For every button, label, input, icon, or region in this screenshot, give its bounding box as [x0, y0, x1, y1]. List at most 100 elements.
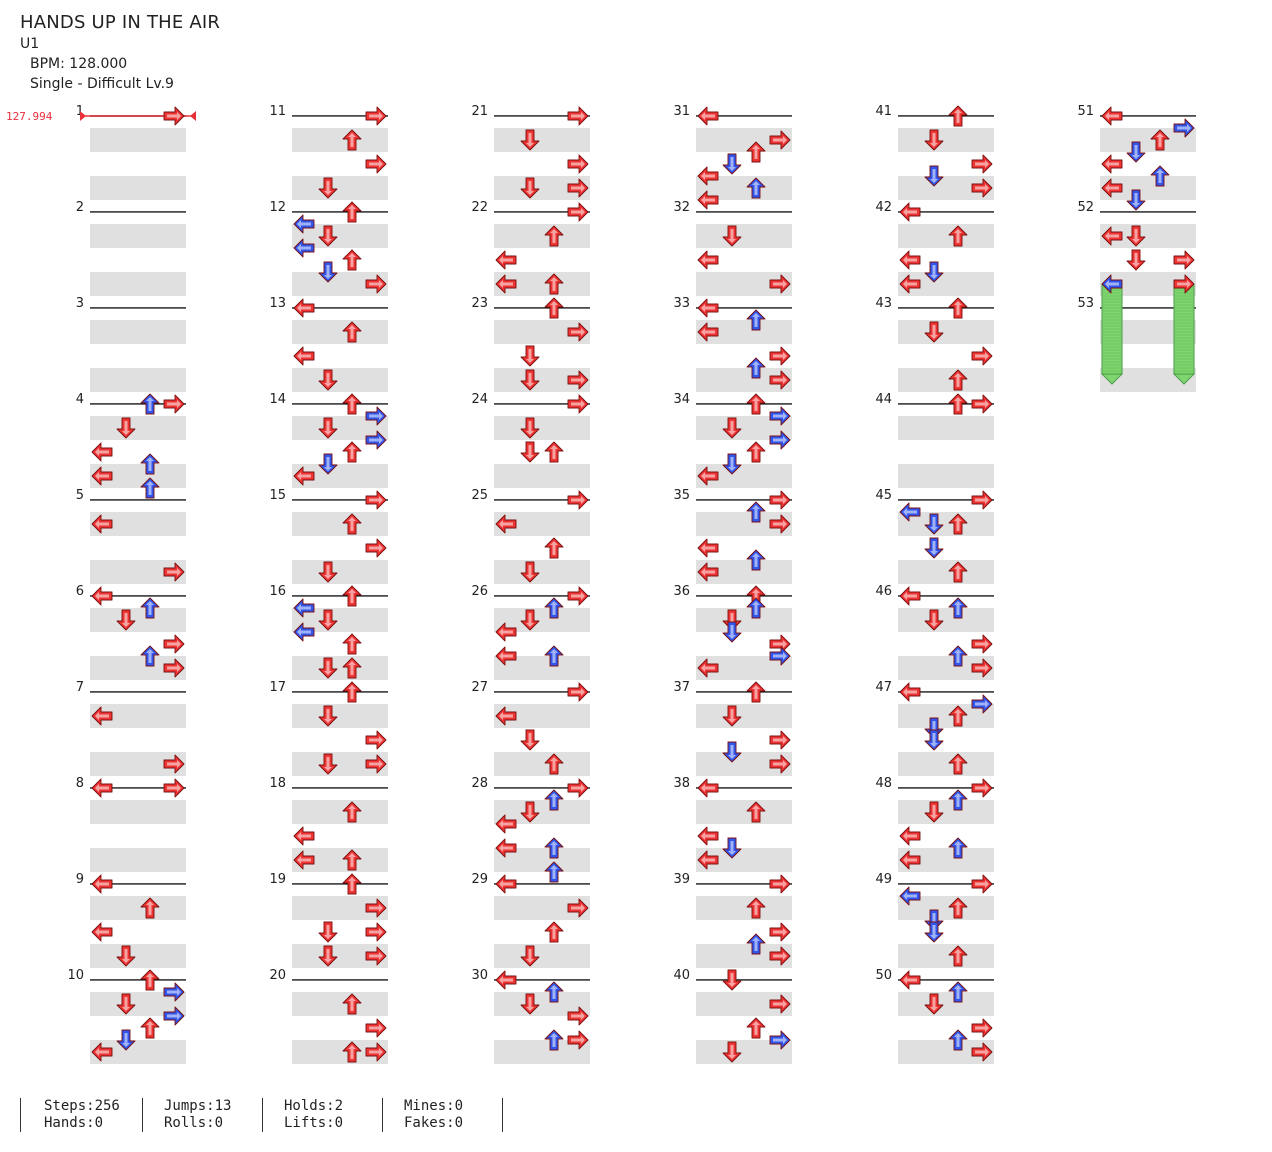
arrow-note-left [899, 850, 921, 870]
arrow-note-right [971, 634, 993, 654]
arrow-note-right [769, 946, 791, 966]
beat-stripe [696, 608, 792, 632]
arrow-note-down [924, 537, 944, 559]
beat-stripe [292, 992, 388, 1016]
arrow-note-right [971, 394, 993, 414]
arrow-note-up [948, 369, 968, 391]
arrow-note-down [116, 993, 136, 1015]
beat-stripe [898, 992, 994, 1016]
measure-number: 3 [76, 296, 84, 311]
beat-stripe [292, 320, 388, 344]
measure-number: 14 [269, 392, 286, 407]
measure-number: 42 [875, 200, 892, 215]
measure-number: 53 [1077, 296, 1094, 311]
arrow-note-up [948, 225, 968, 247]
arrow-note-down [924, 321, 944, 343]
bpm-change-marker [190, 111, 196, 121]
arrow-note-right [769, 346, 791, 366]
beat-stripe [292, 512, 388, 536]
measure-number: 33 [673, 296, 690, 311]
arrow-note-right [769, 1030, 791, 1050]
arrow-note-up [342, 249, 362, 271]
arrow-note-down [722, 453, 742, 475]
arrow-note-right [567, 1030, 589, 1050]
arrow-note-right [971, 178, 993, 198]
arrow-note-left [697, 166, 719, 186]
measure-number: 41 [875, 104, 892, 119]
beat-stripe [696, 224, 792, 248]
arrow-note-up [342, 849, 362, 871]
measure-number: 15 [269, 488, 286, 503]
chart-column [494, 115, 590, 1064]
arrow-note-right [163, 982, 185, 1002]
arrow-note-down [318, 753, 338, 775]
stats-col-holds: Holds:2 Lifts:0 [284, 1098, 404, 1132]
measure-number: 26 [471, 584, 488, 599]
arrow-note-right [971, 1018, 993, 1038]
bpm-change-marker [80, 111, 86, 121]
difficulty-label: Single - Difficult Lv.9 [30, 76, 174, 92]
arrow-note-down [318, 261, 338, 283]
arrow-note-down [520, 441, 540, 463]
measure-number: 45 [875, 488, 892, 503]
arrow-note-right [567, 322, 589, 342]
beat-stripe [494, 560, 590, 584]
arrow-note-right [971, 874, 993, 894]
beat-stripe [898, 560, 994, 584]
arrow-note-right [769, 994, 791, 1014]
arrow-note-up [948, 393, 968, 415]
arrow-note-up [342, 873, 362, 895]
beat-stripe [90, 368, 186, 392]
measure-number: 49 [875, 872, 892, 887]
arrow-note-right [567, 106, 589, 126]
arrow-note-down [116, 417, 136, 439]
measure-number: 2 [76, 200, 84, 215]
arrow-note-down [722, 837, 742, 859]
arrow-note-left [495, 274, 517, 294]
arrow-note-right [971, 490, 993, 510]
beat-stripe [90, 608, 186, 632]
arrow-note-left [697, 538, 719, 558]
stats-separator [142, 1098, 145, 1132]
arrow-note-down [924, 993, 944, 1015]
arrow-note-up [948, 753, 968, 775]
arrow-note-right [365, 406, 387, 426]
beat-stripe [898, 752, 994, 776]
arrow-note-up [544, 297, 564, 319]
arrow-note-right [365, 922, 387, 942]
beat-stripe [696, 800, 792, 824]
arrow-note-right [769, 130, 791, 150]
arrow-note-up [948, 513, 968, 535]
arrow-note-right [769, 754, 791, 774]
beat-stripe [494, 752, 590, 776]
arrow-note-up [544, 645, 564, 667]
arrow-note-right [769, 274, 791, 294]
arrow-note-up [342, 1041, 362, 1063]
arrow-note-down [520, 801, 540, 823]
arrow-note-up [544, 921, 564, 943]
arrow-note-up [746, 177, 766, 199]
measure-number: 27 [471, 680, 488, 695]
measure-number: 1 [76, 104, 84, 119]
rolls-count: Rolls:0 [164, 1115, 224, 1131]
measure-number: 48 [875, 776, 892, 791]
jumps-count: Jumps:13 [164, 1098, 232, 1114]
arrow-note-right [971, 154, 993, 174]
measure-number: 29 [471, 872, 488, 887]
arrow-note-left [1101, 154, 1123, 174]
stats-separator [262, 1098, 265, 1132]
arrow-note-up [746, 801, 766, 823]
arrow-note-down [116, 1029, 136, 1051]
beat-stripe [494, 944, 590, 968]
beat-stripe [90, 224, 186, 248]
arrow-note-right [567, 778, 589, 798]
beat-stripe [494, 464, 590, 488]
hands-count: Hands:0 [44, 1115, 104, 1131]
beat-stripe [494, 224, 590, 248]
arrow-note-left [899, 586, 921, 606]
arrow-note-down [722, 969, 742, 991]
arrow-note-down [520, 369, 540, 391]
beat-stripe [494, 128, 590, 152]
arrow-note-right [163, 394, 185, 414]
arrow-note-right [365, 754, 387, 774]
